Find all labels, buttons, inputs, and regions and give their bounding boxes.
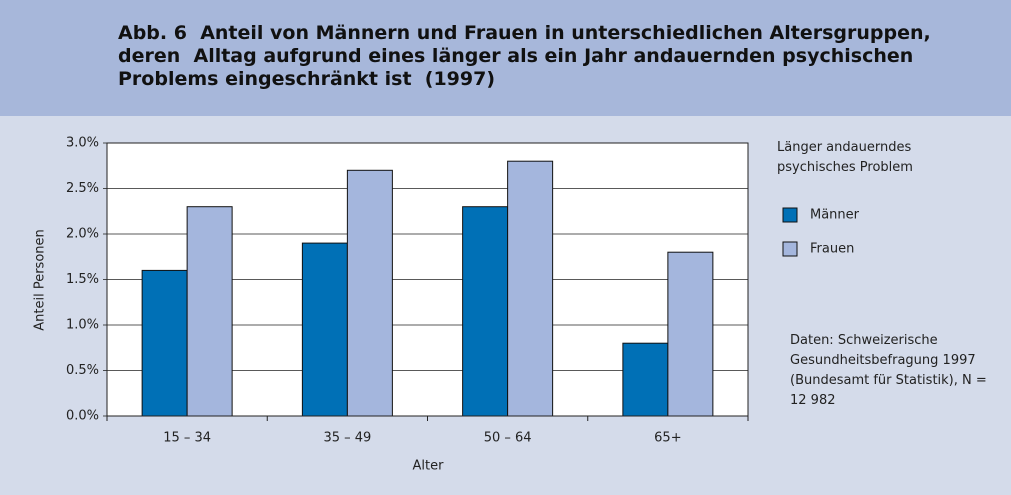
legend-title: Länger andauerndes psychisches Problem xyxy=(777,140,913,175)
y-tick-label: 0.0% xyxy=(66,409,99,424)
title-line: Abb. 6 Anteil von Männern und Frauen in … xyxy=(118,22,931,44)
y-tick-label: 0.5% xyxy=(66,363,99,378)
chart-title: Abb. 6 Anteil von Männern und Frauen in … xyxy=(118,22,931,91)
y-tick-label: 1.5% xyxy=(66,272,99,287)
y-tick-label: 3.0% xyxy=(66,136,99,151)
title-line: Problems eingeschränkt ist (1997) xyxy=(118,68,496,90)
legend-label: Frauen xyxy=(810,242,854,257)
plot-border xyxy=(106,142,749,417)
y-tick-label: 2.0% xyxy=(66,227,99,242)
bar xyxy=(141,269,188,417)
note: Daten: Schweizerische Gesundheitsbefragu… xyxy=(790,333,987,408)
title-line: deren Alltag aufgrund eines länger als e… xyxy=(118,45,914,67)
y-axis-label: Anteil Personen xyxy=(33,229,48,331)
bar xyxy=(507,160,554,417)
x-tick-label: 35 – 49 xyxy=(323,431,371,446)
x-tick-label: 15 – 34 xyxy=(163,431,211,446)
y-tick-label: 1.0% xyxy=(66,318,99,333)
x-tick-label: 65+ xyxy=(654,431,681,446)
bar xyxy=(186,206,233,417)
x-axis-label: Alter xyxy=(413,459,445,474)
bar xyxy=(667,251,714,417)
bar xyxy=(622,342,669,417)
bar xyxy=(346,169,393,417)
legend-swatch xyxy=(782,241,798,257)
header xyxy=(0,0,1011,116)
legend-label: Männer xyxy=(810,208,860,223)
y-tick-label: 2.5% xyxy=(66,181,99,196)
legend-swatch xyxy=(782,207,798,223)
bar xyxy=(301,242,348,417)
bar xyxy=(462,206,509,417)
x-tick-label: 50 – 64 xyxy=(484,431,532,446)
